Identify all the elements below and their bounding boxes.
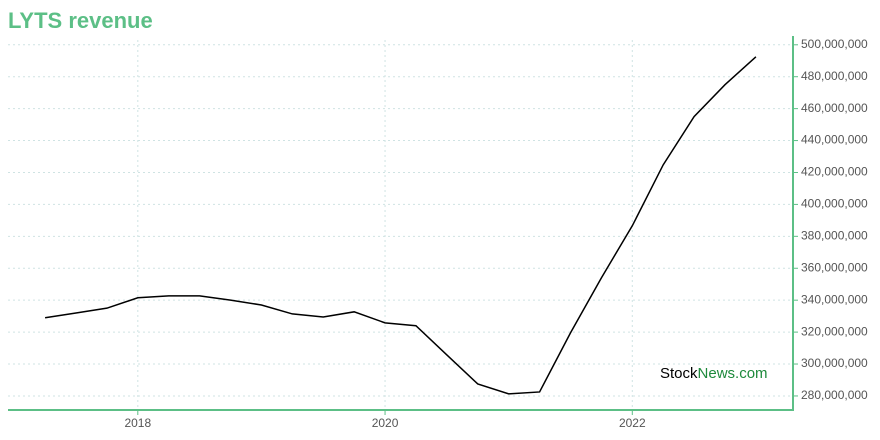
y-tick-label: 440,000,000 <box>801 133 868 147</box>
y-tick-label: 340,000,000 <box>801 292 868 306</box>
y-tick-label: 500,000,000 <box>801 37 868 51</box>
y-tick-label: 360,000,000 <box>801 260 868 274</box>
x-tick-label: 2022 <box>619 416 646 430</box>
x-tick-label: 2018 <box>124 416 151 430</box>
watermark: StockNews.com <box>660 365 768 382</box>
y-tick-label: 280,000,000 <box>801 388 868 402</box>
line <box>44 56 757 395</box>
y-tick-label: 420,000,000 <box>801 165 868 179</box>
chart-title: LYTS revenue <box>8 8 153 33</box>
x-tick-label: 2020 <box>372 416 399 430</box>
y-tick-label: 300,000,000 <box>801 356 868 370</box>
y-tick-label: 400,000,000 <box>801 197 868 211</box>
watermark-part: News.com <box>698 365 768 382</box>
y-tick-label: 320,000,000 <box>801 324 868 338</box>
y-tick-label: 480,000,000 <box>801 69 868 83</box>
y-tick-label: 380,000,000 <box>801 229 868 243</box>
watermark-part: Stock <box>660 365 698 382</box>
y-tick-label: 460,000,000 <box>801 101 868 115</box>
